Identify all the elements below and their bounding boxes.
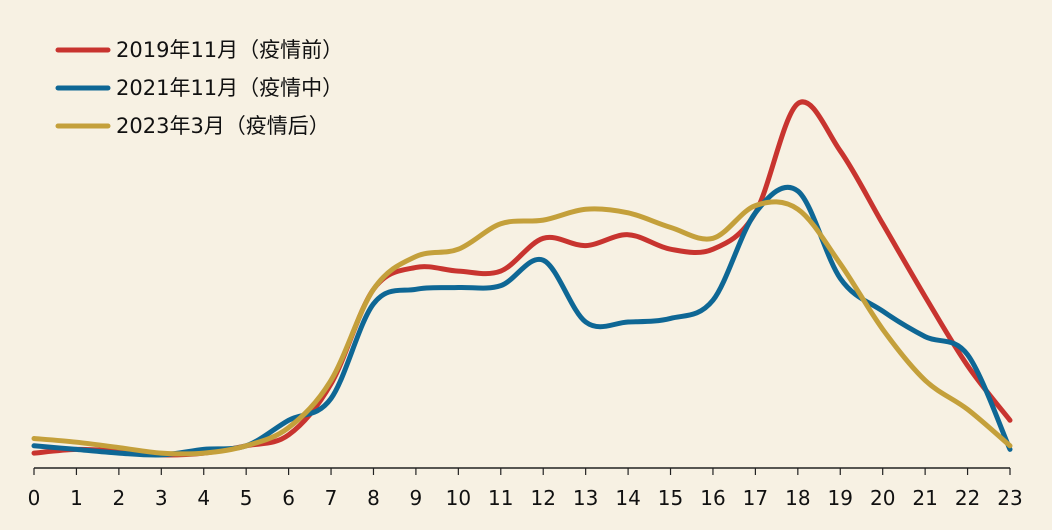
legend-label-1: 2021年11月（疫情中） xyxy=(116,76,343,100)
x-tick-label: 4 xyxy=(197,486,210,510)
x-tick-label: 0 xyxy=(28,486,41,510)
x-tick-label: 15 xyxy=(658,486,683,510)
x-tick-label: 9 xyxy=(410,486,423,510)
x-tick-label: 8 xyxy=(367,486,380,510)
x-tick-label: 23 xyxy=(997,486,1022,510)
x-tick-label: 7 xyxy=(325,486,338,510)
x-tick-label: 6 xyxy=(282,486,295,510)
x-tick-label: 12 xyxy=(530,486,555,510)
x-tick-label: 13 xyxy=(573,486,598,510)
legend-label-2: 2023年3月（疫情后） xyxy=(116,114,330,138)
legend-label-0: 2019年11月（疫情前） xyxy=(116,38,343,62)
x-tick-label: 14 xyxy=(615,486,640,510)
x-tick-label: 19 xyxy=(828,486,853,510)
series-line-1 xyxy=(31,184,1013,458)
x-tick-label: 18 xyxy=(785,486,810,510)
x-tick-label: 2 xyxy=(113,486,126,510)
x-tick-label: 20 xyxy=(870,486,895,510)
series-line-2 xyxy=(31,199,1013,457)
series-layer xyxy=(31,99,1013,458)
x-tick-label: 17 xyxy=(743,486,768,510)
x-tick-label: 1 xyxy=(70,486,83,510)
x-tick-label: 22 xyxy=(955,486,980,510)
legend: 2019年11月（疫情前） 2021年11月（疫情中） 2023年3月（疫情后） xyxy=(55,38,343,138)
x-tick-label: 5 xyxy=(240,486,253,510)
x-tick-label: 21 xyxy=(912,486,937,510)
x-axis-ticks: 0 1 2 3 4 5 6 7 8 9 10 11 12 13 14 15 16 17 18 19 20 21 22 23 xyxy=(28,468,1023,510)
x-tick-label: 16 xyxy=(700,486,725,510)
x-tick-label: 3 xyxy=(155,486,168,510)
x-tick-label: 11 xyxy=(488,486,513,510)
x-tick-label: 10 xyxy=(446,486,471,510)
